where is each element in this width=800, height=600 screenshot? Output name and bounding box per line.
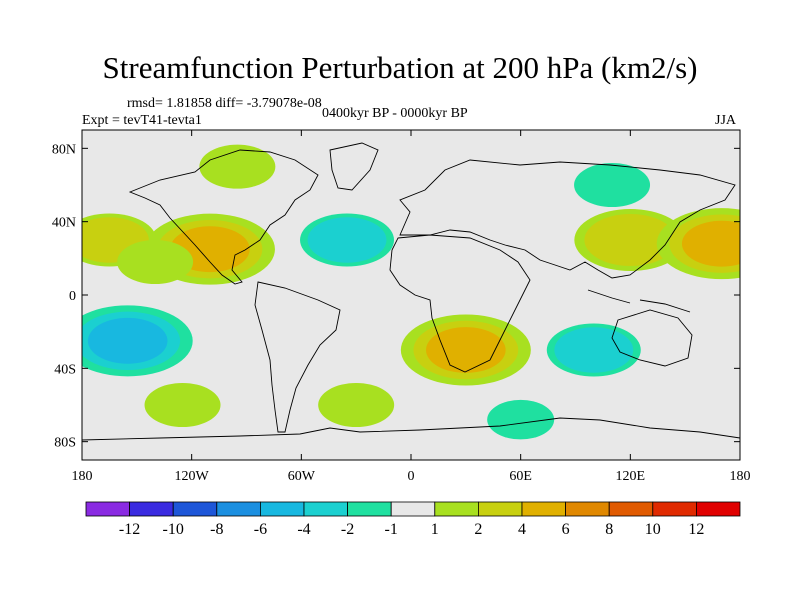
x-tick-label: 120E [616,469,646,484]
coastline-greenland [329,142,379,191]
season-label: JJA [715,113,737,128]
anomaly-contour [554,327,634,373]
colorbar-label: -2 [341,521,354,538]
colorbar-label: -1 [385,521,398,538]
anomaly-contour [574,163,651,207]
coastline-antarctica [82,417,740,441]
coastline-indonesia [587,289,691,313]
x-tick-label: 180 [730,469,751,484]
anomaly-s-pacific-negative [82,305,193,377]
anomaly-north-america-positive [199,144,276,189]
colorbar-swatch [608,501,654,517]
experiment-label: Expt = tevT41-tevta1 [82,113,202,128]
anomaly-contour [584,214,677,266]
x-tick-label: 180 [72,469,93,484]
colorbar-swatch [652,501,697,517]
y-tick-label: 0 [69,289,76,304]
period-label: 0400kyr BP - 0000kyr BP [322,106,468,121]
anomaly-siberia-negative [574,163,651,207]
colorbar-swatch [85,501,130,517]
anomaly-nw-pacific-positive [656,208,740,280]
anomaly-contour [318,383,395,427]
colorbar-label: -6 [254,521,267,538]
coastline-australia [611,309,693,367]
anomaly-contour [87,317,168,364]
colorbar-swatch [172,501,218,517]
colorbar-swatch [259,501,305,517]
anomaly-s-indian-negative [546,323,641,377]
anomaly-n-atlantic-negative [300,213,395,267]
x-tick-label: 60W [288,469,316,484]
colorbar-swatch [347,501,392,517]
colorbar-swatch [565,501,610,517]
anomaly-contour [199,144,276,189]
colorbar-label: -8 [210,521,223,538]
colorbar-label: -4 [297,521,310,538]
anomaly-contour [307,217,387,263]
colorbar-swatch [477,501,523,517]
anomaly-contour [117,240,194,284]
coastline-south-america [254,281,341,433]
colorbar-swatch [696,501,741,517]
colorbar-label: 2 [474,521,482,538]
y-tick-label: 80N [52,142,76,157]
colorbar-label: 10 [645,521,661,538]
anomaly-contour [144,383,221,427]
anomaly-antarctic-negative [487,399,555,440]
colorbar-swatch [216,501,261,517]
anomaly-s-atlantic-positive [318,383,395,427]
coastline-eurasia [399,159,736,279]
anomaly-se-pacific-positive [144,383,221,427]
x-tick-label: 0 [408,469,415,484]
coastline-africa [389,234,531,373]
anomaly-contour [681,220,740,267]
x-tick-label: 60E [509,469,532,484]
colorbar-label: 4 [518,521,526,538]
anomaly-e-pacific-north-positive [117,240,194,284]
colorbar-label: 12 [688,521,704,538]
x-tick-label: 120W [175,469,210,484]
colorbar-label: 8 [605,521,613,538]
stats-text: rmsd= 1.81858 diff= -3.79078e-08 [127,96,322,111]
anomaly-asia-positive [574,209,687,271]
colorbar-label: -10 [163,521,184,538]
y-tick-label: 40N [52,216,76,231]
colorbar-swatch [129,501,174,517]
coastline-north-america [128,149,319,285]
colorbar-label: -12 [119,521,140,538]
colorbar-swatch [390,501,436,517]
colorbar-label: 6 [562,521,570,538]
y-tick-label: 40S [54,362,76,377]
anomaly-s-africa-positive [400,314,531,386]
y-tick-label: 80S [54,436,76,451]
anomaly-contour [487,399,555,440]
colorbar-label: 1 [431,521,439,538]
anomaly-contour [426,327,506,373]
chart-title: Streamfunction Perturbation at 200 hPa (… [102,50,698,85]
colorbar-swatch [521,501,566,517]
colorbar-swatch [303,501,348,517]
colorbar-swatch [434,501,479,517]
